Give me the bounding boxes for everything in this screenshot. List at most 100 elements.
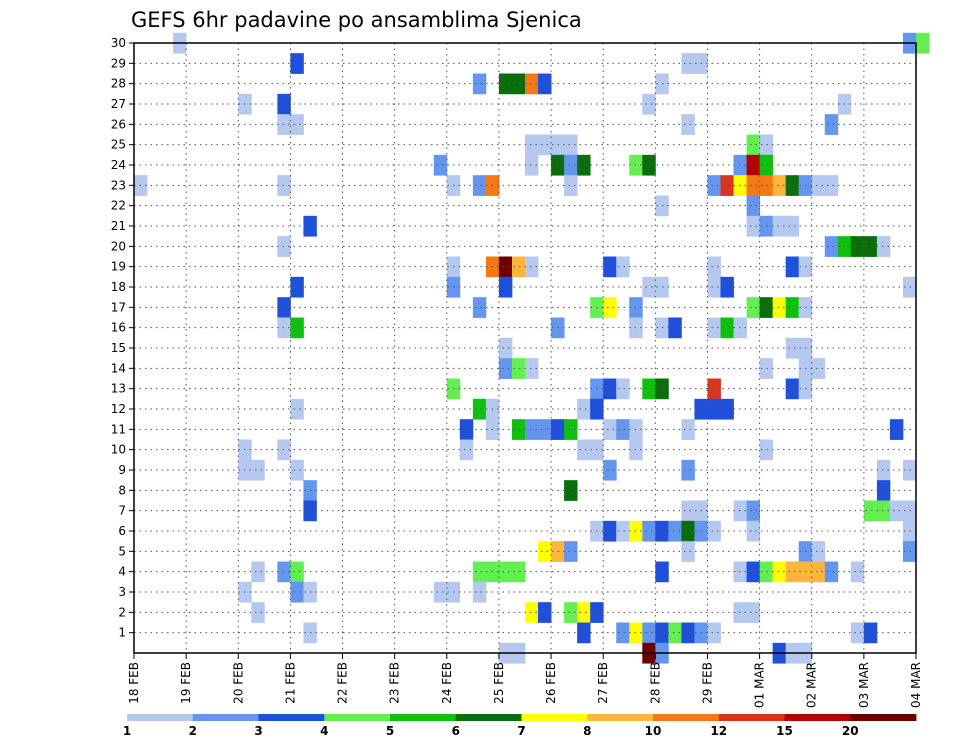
legend-label: 6 [452,724,460,738]
heatmap-cell [603,419,617,440]
legend-swatch [192,714,259,721]
y-tick-label: 19 [111,260,126,274]
heatmap-cell [577,154,591,176]
y-tick-label: 25 [111,138,126,152]
y-tick-label: 18 [111,280,126,294]
heatmap-cell [720,175,734,196]
grid-lines [134,43,916,653]
heatmap-cell [472,297,487,318]
heatmap-cell [277,297,291,318]
heatmap-cell [277,93,291,115]
heatmap-cell [642,520,656,542]
heatmap-cell [824,114,839,135]
y-tick-label: 15 [111,341,126,355]
heatmap-cell [785,561,800,583]
x-tick-label: 23 FEB [388,662,402,704]
heatmap-cell [498,358,513,379]
legend-swatch [127,714,194,721]
x-tick-label: 02 MAR [805,662,819,708]
legend-label: 2 [189,724,197,738]
heatmap-cell [746,520,760,542]
x-tick-label: 03 MAR [857,662,871,708]
legend-swatch [784,714,851,721]
heatmap-cell [681,459,695,481]
heatmap-cell [603,297,617,318]
legend-swatch [653,714,720,721]
heatmap-cell [577,622,591,644]
heatmap-cell [525,73,539,95]
heatmap-cell [290,459,304,481]
heatmap-cell [616,419,630,440]
heatmap-cell [498,276,513,298]
heatmap-cell [876,236,891,257]
heatmap-cell [498,561,513,583]
y-tick-label: 1 [118,626,126,640]
y-tick-label: 11 [111,422,126,436]
y-tick-label: 17 [111,300,126,314]
legend-swatch [850,714,917,721]
heatmap-cell [668,520,682,542]
y-tick-label: 30 [111,36,126,50]
y-tick-label: 28 [111,77,126,91]
legend-swatch [587,714,654,721]
x-tick-label: 28 FEB [648,662,662,704]
heatmap-cell [824,175,839,196]
heatmap-cell [459,419,474,440]
legend-label: 12 [710,724,727,738]
heatmap-cell [850,622,865,644]
heatmap-cell [433,581,448,603]
heatmap-cell [290,276,304,298]
y-tick-label: 8 [118,483,126,497]
heatmap-cell [577,439,591,461]
heatmap-cell [642,93,656,115]
heatmap-cell [525,419,539,440]
heatmap-cell [603,459,617,481]
y-tick-label: 24 [111,158,126,172]
heatmap-cell [525,358,539,379]
x-tick-label: 21 FEB [283,662,297,704]
heatmap-cell [668,317,682,339]
heatmap-cell [889,419,904,440]
heatmap-cell [538,134,552,156]
legend-label: 7 [517,724,525,738]
heatmap-cell [525,602,539,623]
heatmap-cell [511,73,526,95]
legend-swatch [324,714,391,721]
heatmap-cell [720,398,734,420]
heatmap-cell [746,154,760,176]
y-tick-label: 6 [118,524,126,538]
heatmap-cell [538,419,552,440]
heatmap-cell [785,337,800,359]
legend-label: 8 [583,724,591,738]
heatmap-cell [511,256,526,278]
x-tick-label: 04 MAR [909,662,923,708]
heatmap-cell [876,480,891,501]
y-tick-label: 20 [111,239,126,253]
heatmap-cell [876,459,891,481]
legend-swatch [455,714,522,721]
heatmap-cell [472,73,487,95]
y-tick-label: 2 [118,605,126,619]
heatmap-cell [759,358,774,379]
legend-swatch [258,714,325,721]
heatmap-cell [785,378,800,400]
heatmap-cell [511,419,526,440]
heatmap-cell [603,378,617,400]
y-tick-label: 29 [111,56,126,70]
heatmap-cell [498,256,513,278]
heatmap-cell [525,134,539,156]
heatmap-cell [577,398,591,420]
heatmap-cell [681,622,695,644]
heatmap-cell [759,154,774,176]
heatmap-cell [681,541,695,562]
legend-swatch [521,714,588,721]
heatmap-cell [642,154,656,176]
heatmap-cell [511,561,526,583]
legend-swatch [718,714,785,721]
heatmap-cell [564,175,578,196]
heatmap-cell [772,561,787,583]
x-tick-label: 01 MAR [753,662,767,708]
heatmap-cell [277,561,291,583]
y-tick-label: 14 [111,361,126,375]
